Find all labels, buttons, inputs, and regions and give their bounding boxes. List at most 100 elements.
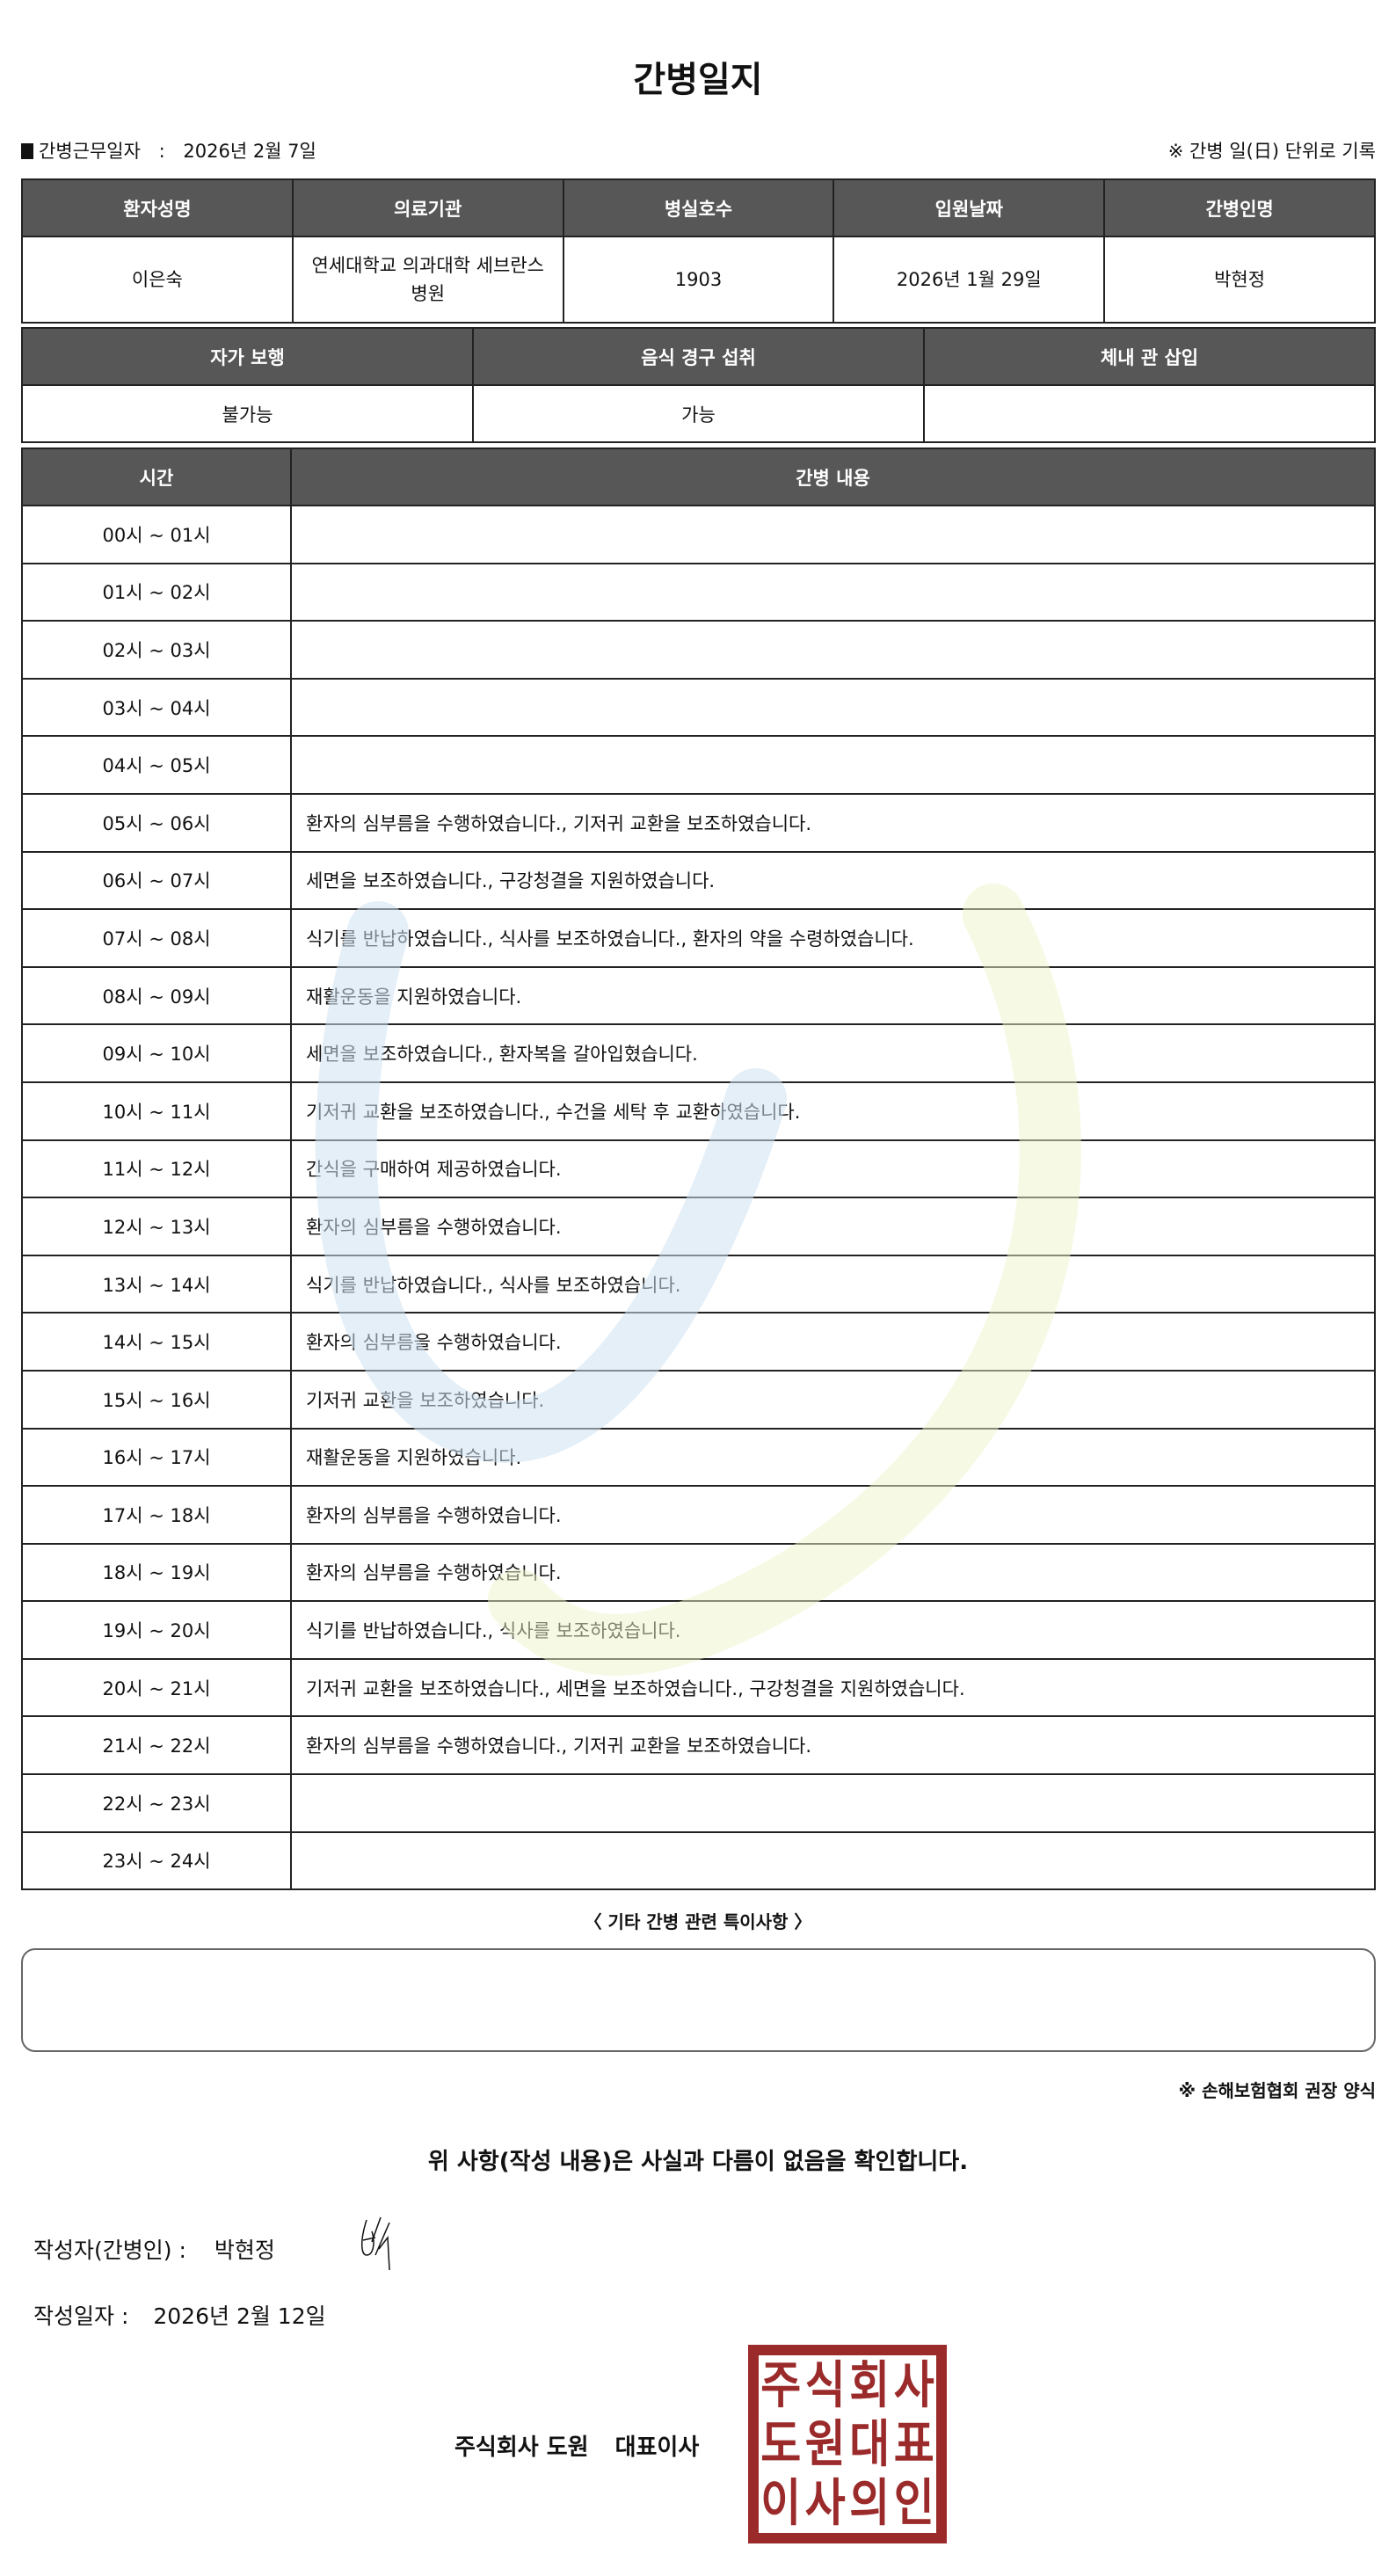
write-date: 작성일자 : 2026년 2월 12일 [33,2299,326,2331]
tube-status [923,384,1376,443]
log-time: 21시 ~ 22시 [21,1715,292,1776]
log-row: 22시 ~ 23시 [21,1773,1376,1833]
log-time: 06시 ~ 07시 [21,850,292,911]
stamp-character: 원 [804,2414,846,2474]
log-row: 06시 ~ 07시 세면을 보조하였습니다., 구강청결을 지원하였습니다. [21,850,1376,911]
log-time: 04시 ~ 05시 [21,735,292,795]
log-content [290,677,1376,738]
log-time: 15시 ~ 16시 [21,1369,292,1430]
log-time: 13시 ~ 14시 [21,1254,292,1314]
log-content: 기저귀 교환을 보조하였습니다., 수건을 세탁 후 교환하였습니다. [290,1081,1376,1141]
caregiver-name: 박현정 [1103,236,1376,324]
room-number: 1903 [562,236,835,324]
log-row: 19시 ~ 20시 식기를 반납하였습니다., 식사를 보조하였습니다. [21,1600,1376,1660]
log-time: 16시 ~ 17시 [21,1427,292,1488]
log-content [290,1773,1376,1833]
header-admission-date: 입원날짜 [833,178,1106,237]
stamp-character: 의 [849,2473,891,2533]
status-table: 자가 보행 음식 경구 섭취 체내 관 삽입 불가능 가능 [21,327,1376,443]
stamp-character: 회 [849,2355,891,2415]
log-content: 환자의 심부름을 수행하였습니다. [290,1542,1376,1603]
log-row: 13시 ~ 14시 식기를 반납하였습니다., 식사를 보조하였습니다. [21,1254,1376,1314]
log-content [290,620,1376,680]
log-content: 환자의 심부름을 수행하였습니다., 기저귀 교환을 보조하였습니다. [290,792,1376,853]
log-row: 09시 ~ 10시 세면을 보조하였습니다., 환자복을 갈아입혔습니다. [21,1023,1376,1083]
writer-label: 작성자(간병인) : [33,2238,186,2263]
log-time: 07시 ~ 08시 [21,908,292,968]
log-row: 02시 ~ 03시 [21,620,1376,680]
log-content [290,505,1376,564]
log-row: 05시 ~ 06시 환자의 심부름을 수행하였습니다., 기저귀 교환을 보조하였… [21,792,1376,853]
header-room: 병실호수 [562,178,835,237]
company-title: 대표이사 [614,2434,700,2461]
work-date-separator: : [158,141,165,162]
log-time: 12시 ~ 13시 [21,1197,292,1256]
log-content: 환자의 심부름을 수행하였습니다. [290,1485,1376,1545]
header-caregiver: 간병인명 [1103,178,1376,237]
log-row: 23시 ~ 24시 [21,1830,1376,1891]
log-time: 17시 ~ 18시 [21,1485,292,1545]
form-note: ※ 손해보험협회 권장 양식 [1178,2080,1376,2101]
log-time: 08시 ~ 09시 [21,965,292,1026]
writer: 작성자(간병인) : 박현정 [33,2233,275,2265]
log-content [290,562,1376,622]
log-row: 20시 ~ 21시 기저귀 교환을 보조하였습니다., 세면을 보조하였습니다.,… [21,1657,1376,1718]
log-time: 20시 ~ 21시 [21,1657,292,1718]
log-row: 11시 ~ 12시 간식을 구매하여 제공하였습니다. [21,1139,1376,1199]
log-time: 14시 ~ 15시 [21,1312,292,1372]
work-date-label: 간병근무일자 [39,141,141,162]
header-tube: 체내 관 삽입 [923,327,1376,386]
company-name: 주식회사 도원 [454,2434,589,2461]
header-oral-intake: 음식 경구 섭취 [472,327,925,386]
log-content: 재활운동을 지원하였습니다. [290,1427,1376,1488]
log-time: 22시 ~ 23시 [21,1773,292,1833]
log-row: 15시 ~ 16시 기저귀 교환을 보조하였습니다. [21,1369,1376,1430]
notes-label: 〈 기타 간병 관련 특이사항 〉 [584,1911,812,1932]
patient-info-table: 환자성명 의료기관 병실호수 입원날짜 간병인명 이은숙 연세대학교 의과대학 … [21,178,1376,324]
log-content: 식기를 반납하였습니다., 식사를 보조하였습니다. [290,1600,1376,1660]
stamp-character: 대 [849,2414,891,2474]
log-content [290,1830,1376,1891]
stamp-character: 주 [760,2355,802,2415]
log-row: 21시 ~ 22시 환자의 심부름을 수행하였습니다., 기저귀 교환을 보조하였… [21,1715,1376,1776]
confirmation-statement: 위 사항(작성 내용)은 사실과 다름이 없음을 확인합니다. [427,2149,969,2175]
log-row: 08시 ~ 09시 재활운동을 지원하였습니다. [21,965,1376,1026]
log-time: 00시 ~ 01시 [21,505,292,564]
oral-intake-status: 가능 [472,384,925,443]
walking-status: 불가능 [21,384,474,443]
log-content: 세면을 보조하였습니다., 구강청결을 지원하였습니다. [290,850,1376,911]
hospital: 연세대학교 의과대학 세브란스병원 [291,236,564,324]
log-content: 기저귀 교환을 보조하였습니다., 세면을 보조하였습니다., 구강청결을 지원… [290,1657,1376,1718]
notes-box[interactable] [21,1948,1376,2052]
stamp-character: 이 [760,2473,802,2533]
log-row: 00시 ~ 01시 [21,505,1376,564]
log-row: 07시 ~ 08시 식기를 반납하였습니다., 식사를 보조하였습니다., 환자의… [21,908,1376,968]
log-row: 01시 ~ 02시 [21,562,1376,622]
write-date-label: 작성일자 : [33,2303,129,2329]
signature-icon [361,2216,390,2271]
log-content: 기저귀 교환을 보조하였습니다. [290,1369,1376,1430]
log-row: 17시 ~ 18시 환자의 심부름을 수행하였습니다. [21,1485,1376,1545]
header-content: 간병 내용 [290,448,1376,506]
log-time: 01시 ~ 02시 [21,562,292,622]
log-content: 환자의 심부름을 수행하였습니다. [290,1312,1376,1372]
log-time: 03시 ~ 04시 [21,677,292,738]
log-time: 09시 ~ 10시 [21,1023,292,1083]
stamp-character: 인 [893,2473,934,2533]
page-title: 간병일지 [633,60,763,100]
header-hospital: 의료기관 [291,178,564,237]
log-time: 19시 ~ 20시 [21,1600,292,1660]
log-time: 11시 ~ 12시 [21,1139,292,1199]
log-content: 환자의 심부름을 수행하였습니다. [290,1197,1376,1256]
log-time: 10시 ~ 11시 [21,1081,292,1141]
stamp-character: 도 [760,2414,802,2474]
header-time: 시간 [21,448,292,506]
work-date-value: 2026년 2월 7일 [183,141,316,162]
log-row: 16시 ~ 17시 재활운동을 지원하였습니다. [21,1427,1376,1488]
log-content [290,735,1376,795]
log-time: 02시 ~ 03시 [21,620,292,680]
log-row: 03시 ~ 04시 [21,677,1376,738]
log-time: 18시 ~ 19시 [21,1542,292,1603]
log-row: 04시 ~ 05시 [21,735,1376,795]
